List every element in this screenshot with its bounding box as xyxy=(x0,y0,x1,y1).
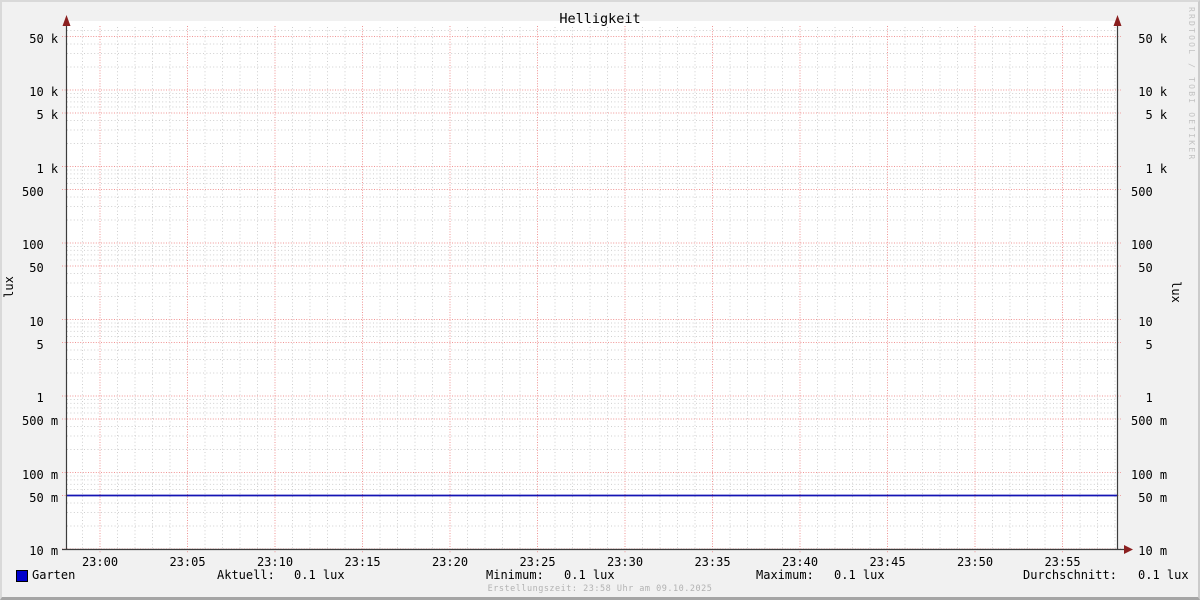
y-tick-label-left: 100 m xyxy=(22,468,59,482)
x-tick-label: 23:10 xyxy=(256,555,294,569)
series-color-swatch xyxy=(16,570,28,582)
y-tick-label-right: 100 xyxy=(1131,238,1168,252)
y-axis-unit-left: lux xyxy=(1,276,16,298)
stat-aktuell-value: 0.1 lux xyxy=(294,568,345,582)
x-tick-label: 23:15 xyxy=(344,555,381,569)
y-tick-label-right: 5 k xyxy=(1131,108,1168,122)
y-tick-label-left: 50 m xyxy=(22,491,59,505)
y-tick-label-right: 10 m xyxy=(1131,544,1168,558)
y-tick-label-left: 5 xyxy=(22,338,59,352)
stat-aktuell-label: Aktuell: xyxy=(217,568,275,582)
rrdtool-watermark: RRDTOOL / TOBI OETIKER xyxy=(1187,7,1196,162)
y-axis-unit-right: lux xyxy=(1168,281,1183,303)
x-tick-label: 23:45 xyxy=(869,555,906,569)
stat-durchschnitt-label: Durchschnitt: xyxy=(1023,568,1117,582)
series-name-label: Garten xyxy=(32,568,76,582)
x-tick-label: 23:55 xyxy=(1044,555,1081,569)
y-tick-label-right: 10 k xyxy=(1131,85,1168,99)
y-tick-label-left: 100 xyxy=(22,238,59,252)
y-tick-label-right: 50 m xyxy=(1131,491,1168,505)
stat-minimum-value: 0.1 lux xyxy=(564,568,615,582)
x-tick-label: 23:35 xyxy=(694,555,731,569)
stat-maximum-label: Maximum: xyxy=(756,568,814,582)
y-tick-label-right: 100 m xyxy=(1131,468,1168,482)
creation-timestamp: Erstellungszeit: 23:58 Uhr am 09.10.2025 xyxy=(487,584,713,594)
stat-durchschnitt-value: 0.1 lux xyxy=(1138,568,1189,582)
y-tick-label-left: 10 k xyxy=(22,85,59,99)
stat-minimum-label: Minimum: xyxy=(486,568,544,582)
chart-title: Helligkeit xyxy=(559,11,641,27)
y-tick-label-left: 1 xyxy=(22,391,59,405)
y-tick-label-left: 50 xyxy=(22,261,59,275)
x-tick-label: 23:20 xyxy=(431,555,469,569)
y-tick-label-right: 50 xyxy=(1131,261,1168,275)
x-tick-label: 23:00 xyxy=(81,555,119,569)
y-tick-label-left: 1 k xyxy=(22,162,59,176)
x-tick-label: 23:25 xyxy=(519,555,556,569)
x-tick-label: 23:30 xyxy=(606,555,644,569)
y-tick-label-left: 500 m xyxy=(22,414,59,428)
y-tick-label-left: 50 k xyxy=(22,32,59,46)
legend-row: Garten Aktuell: 0.1 lux Minimum: 0.1 lux… xyxy=(2,568,1198,584)
y-tick-label-left: 10 xyxy=(22,315,59,329)
y-tick-label-right: 1 k xyxy=(1131,162,1168,176)
y-tick-label-right: 500 xyxy=(1131,185,1168,199)
y-tick-label-left: 10 m xyxy=(22,544,59,558)
y-tick-label-left: 5 k xyxy=(22,108,59,122)
y-tick-label-right: 50 k xyxy=(1131,32,1168,46)
y-tick-label-left: 500 xyxy=(22,185,59,199)
stat-maximum-value: 0.1 lux xyxy=(834,568,885,582)
x-tick-label: 23:05 xyxy=(169,555,206,569)
y-tick-label-right: 5 xyxy=(1131,338,1168,352)
x-tick-label: 23:40 xyxy=(781,555,819,569)
x-tick-label: 23:50 xyxy=(956,555,994,569)
y-tick-label-right: 10 xyxy=(1131,315,1168,329)
y-tick-label-right: 500 m xyxy=(1131,414,1168,428)
y-tick-label-right: 1 xyxy=(1131,391,1168,405)
